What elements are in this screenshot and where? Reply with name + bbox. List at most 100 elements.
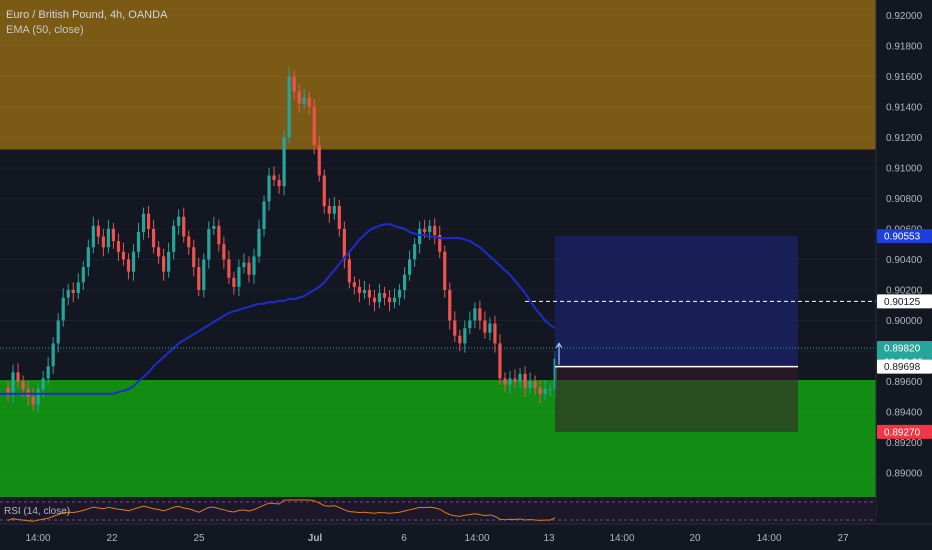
candle [402, 267, 407, 300]
price-tick-label: 0.89200 [886, 438, 923, 449]
candle [11, 364, 15, 403]
candle-body [362, 289, 367, 294]
candle-body [227, 259, 231, 278]
candle-body [337, 206, 341, 229]
candle [61, 288, 65, 327]
candle-body [162, 256, 166, 272]
candle [227, 250, 231, 284]
time-tick-label: 27 [837, 533, 849, 544]
candle-body [543, 389, 547, 394]
candle [157, 241, 161, 265]
candle-body [488, 323, 492, 333]
candle [146, 206, 151, 239]
candle [458, 329, 462, 352]
candle-body [272, 175, 276, 181]
price-badge-bg [877, 359, 932, 374]
candle-body [91, 225, 95, 248]
candle-body [463, 328, 467, 344]
candle-body [121, 251, 126, 260]
candle-body [513, 378, 517, 382]
candle-body [428, 225, 432, 232]
candle [508, 370, 512, 394]
candle-body [548, 389, 552, 391]
price-tick-label: 0.90200 [886, 285, 923, 296]
price-tick-label: 0.89400 [886, 408, 923, 419]
price-badge-text: 0.89820 [884, 343, 921, 354]
price-badge: 0.90553 [877, 229, 932, 244]
price-tick-label: 0.90400 [886, 255, 923, 266]
candle [297, 83, 301, 113]
candle [418, 221, 422, 254]
candle [217, 219, 221, 252]
candle-body [187, 236, 191, 248]
candle [372, 289, 377, 312]
candle-body [217, 225, 221, 245]
arrow-up-icon [555, 342, 563, 365]
candle [468, 311, 472, 335]
candle-body [242, 262, 246, 268]
candle [362, 280, 367, 300]
price-badge-text: 0.89698 [884, 362, 921, 373]
candle-body [367, 289, 372, 298]
candle-body [357, 286, 361, 294]
candle-body [197, 267, 201, 290]
price-badge: 0.89270 [877, 424, 932, 439]
candle-body [257, 228, 261, 257]
time-tick-label: Jul [308, 533, 323, 544]
candle-body [277, 180, 281, 187]
candle [242, 253, 246, 274]
candle [287, 67, 291, 144]
candle-body [287, 76, 291, 138]
candle [111, 222, 116, 249]
candle [277, 173, 281, 194]
candle [31, 387, 35, 411]
candle [237, 259, 241, 297]
candle-body [528, 381, 532, 388]
indicator-label: EMA (50, close) [6, 24, 84, 36]
candle-body [247, 262, 251, 275]
candle [307, 91, 311, 115]
candle [518, 367, 522, 390]
candle-body [327, 206, 331, 214]
time-tick-label: 6 [401, 533, 407, 544]
candle-body [202, 259, 206, 290]
candle [503, 372, 507, 393]
candle-body [71, 289, 75, 294]
candle-body [438, 235, 442, 252]
supply-zone [0, 0, 876, 150]
time-tick-label: 14:00 [756, 533, 781, 544]
candle [187, 230, 191, 255]
candle-body [11, 372, 15, 394]
candle-body [36, 389, 40, 405]
price-badge-bg [877, 294, 932, 309]
candle-body [307, 97, 311, 107]
candle-body [382, 293, 387, 298]
price-badge-text: 0.90125 [884, 297, 921, 308]
candle [121, 242, 126, 266]
candle [6, 381, 10, 402]
candle [252, 248, 256, 284]
time-tick-label: 14:00 [609, 533, 634, 544]
price-tick-label: 0.91800 [886, 41, 923, 52]
candle-body [352, 282, 356, 287]
candle-body [493, 323, 497, 344]
candle-body [282, 137, 286, 187]
price-tick-label: 0.92000 [886, 11, 923, 22]
candle-body [101, 236, 105, 248]
candle-body [498, 343, 502, 379]
ema-line [0, 223, 556, 395]
candle-body [473, 308, 477, 321]
candle [162, 248, 166, 281]
candle-body [116, 241, 121, 252]
position-stop-box [555, 366, 798, 432]
candle-body [262, 201, 266, 229]
candle-body [146, 213, 151, 229]
candle [212, 216, 216, 236]
candle-body [408, 259, 412, 275]
candle [302, 88, 306, 110]
candle [322, 169, 326, 214]
candle-body [468, 320, 472, 329]
candle [167, 242, 171, 278]
candle-body [136, 231, 141, 252]
